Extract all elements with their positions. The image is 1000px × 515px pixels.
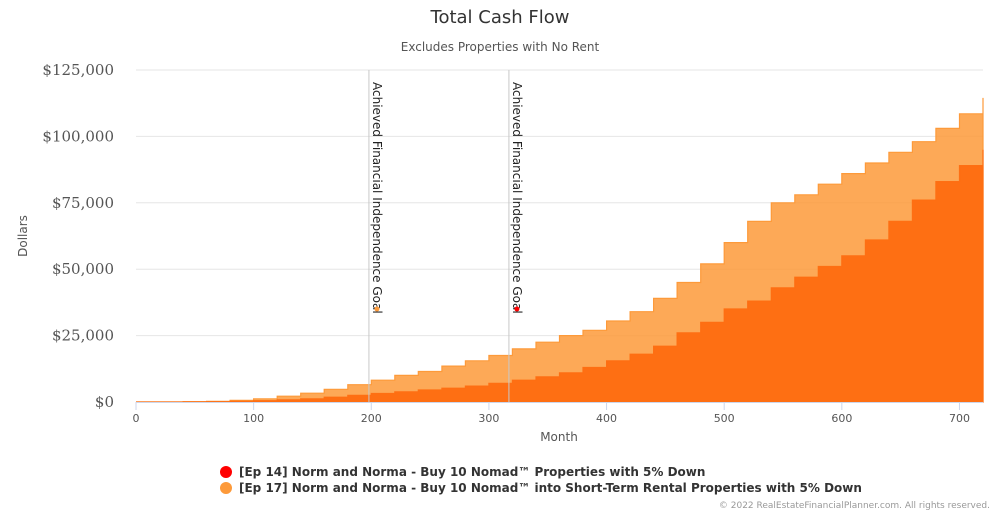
legend-marker [220,482,232,494]
legend-item[interactable]: [Ep 14] Norm and Norma - Buy 10 Nomad™ P… [220,464,862,480]
legend: [Ep 14] Norm and Norma - Buy 10 Nomad™ P… [220,464,862,496]
x-tick-label: 300 [478,412,499,425]
legend-label: [Ep 14] Norm and Norma - Buy 10 Nomad™ P… [239,465,706,479]
y-tick-label: $50,000 [52,260,114,278]
plot-lines: Achieved Financial Independence Goal Achi… [368,70,524,402]
y-tick-label: $75,000 [52,194,114,212]
x-tick-label: 500 [714,412,735,425]
credits[interactable]: © 2022 RealEstateFinancialPlanner.com. A… [718,501,990,511]
y-axis-title: Dollars [16,215,30,257]
y-tick-label: $125,000 [42,61,114,79]
x-tick-label: 700 [949,412,970,425]
x-tick-label: 600 [831,412,852,425]
x-tick-label: 0 [133,412,140,425]
y-tick-label: $25,000 [52,327,114,345]
legend-label: [Ep 17] Norm and Norma - Buy 10 Nomad™ i… [239,481,862,495]
plot-line-marker [374,306,380,312]
plot-line-marker [514,306,520,312]
plot-line-label: Achieved Financial Independence Goal [510,82,524,314]
x-tick-label: 200 [361,412,382,425]
chart-title: Total Cash Flow [430,7,570,28]
legend-marker [220,466,232,478]
x-tick-label: 100 [243,412,264,425]
axes: $0 $25,000 $50,000 $75,000 $100,000 $125,000 0… [42,61,983,425]
chart-subtitle: Excludes Properties with No Rent [401,40,600,54]
legend-item[interactable]: [Ep 17] Norm and Norma - Buy 10 Nomad™ i… [220,480,862,496]
series-areas [136,97,984,403]
x-tick-label: 400 [596,412,617,425]
series-area [136,149,984,403]
x-axis-title: Month [540,430,578,444]
plot-line-label: Achieved Financial Independence Goal [370,82,384,314]
y-tick-label: $0 [95,393,114,411]
y-tick-label: $100,000 [42,127,114,145]
